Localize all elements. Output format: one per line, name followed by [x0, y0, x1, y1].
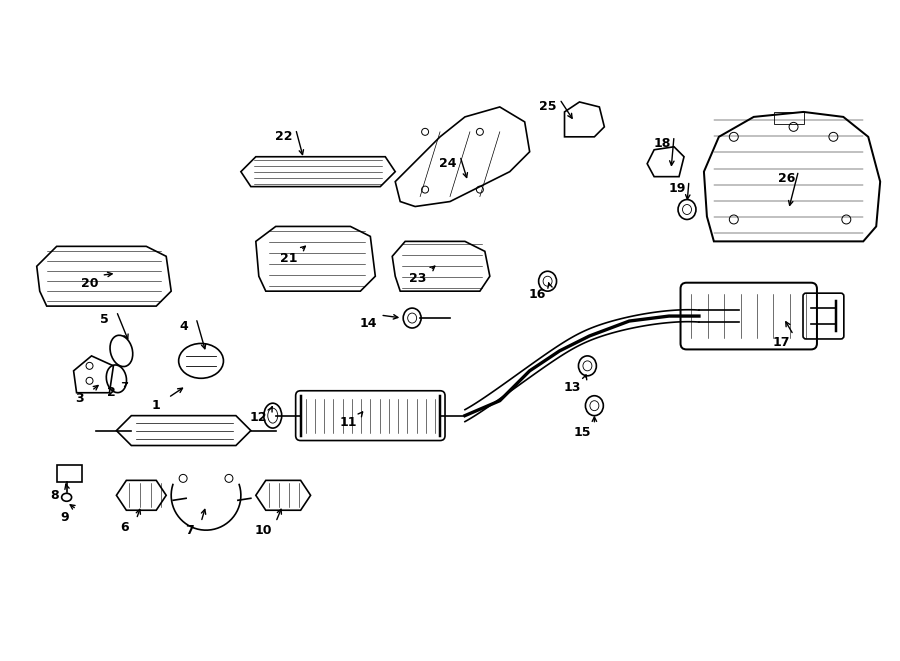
Text: 12: 12	[250, 411, 267, 424]
Text: 9: 9	[60, 511, 69, 524]
Text: 19: 19	[669, 182, 686, 195]
Text: 17: 17	[773, 336, 790, 350]
Text: 10: 10	[255, 524, 273, 537]
Text: 2: 2	[107, 386, 116, 399]
Text: 20: 20	[81, 277, 98, 290]
Text: 4: 4	[180, 319, 188, 332]
Text: 24: 24	[439, 157, 457, 170]
Text: 13: 13	[563, 381, 581, 394]
Text: 5: 5	[100, 313, 109, 326]
Text: 18: 18	[653, 137, 670, 150]
Text: 7: 7	[184, 524, 194, 537]
Text: 21: 21	[280, 252, 297, 265]
Text: 26: 26	[778, 172, 796, 185]
Text: 15: 15	[573, 426, 591, 439]
Text: 1: 1	[152, 399, 160, 412]
Text: 22: 22	[275, 130, 292, 143]
Text: 16: 16	[529, 288, 546, 301]
Text: 25: 25	[539, 100, 556, 114]
Text: 11: 11	[339, 416, 357, 429]
Text: 23: 23	[410, 272, 427, 285]
Text: 6: 6	[120, 521, 129, 533]
Text: 8: 8	[50, 488, 59, 502]
Text: 3: 3	[76, 392, 84, 405]
Text: 14: 14	[360, 317, 377, 330]
